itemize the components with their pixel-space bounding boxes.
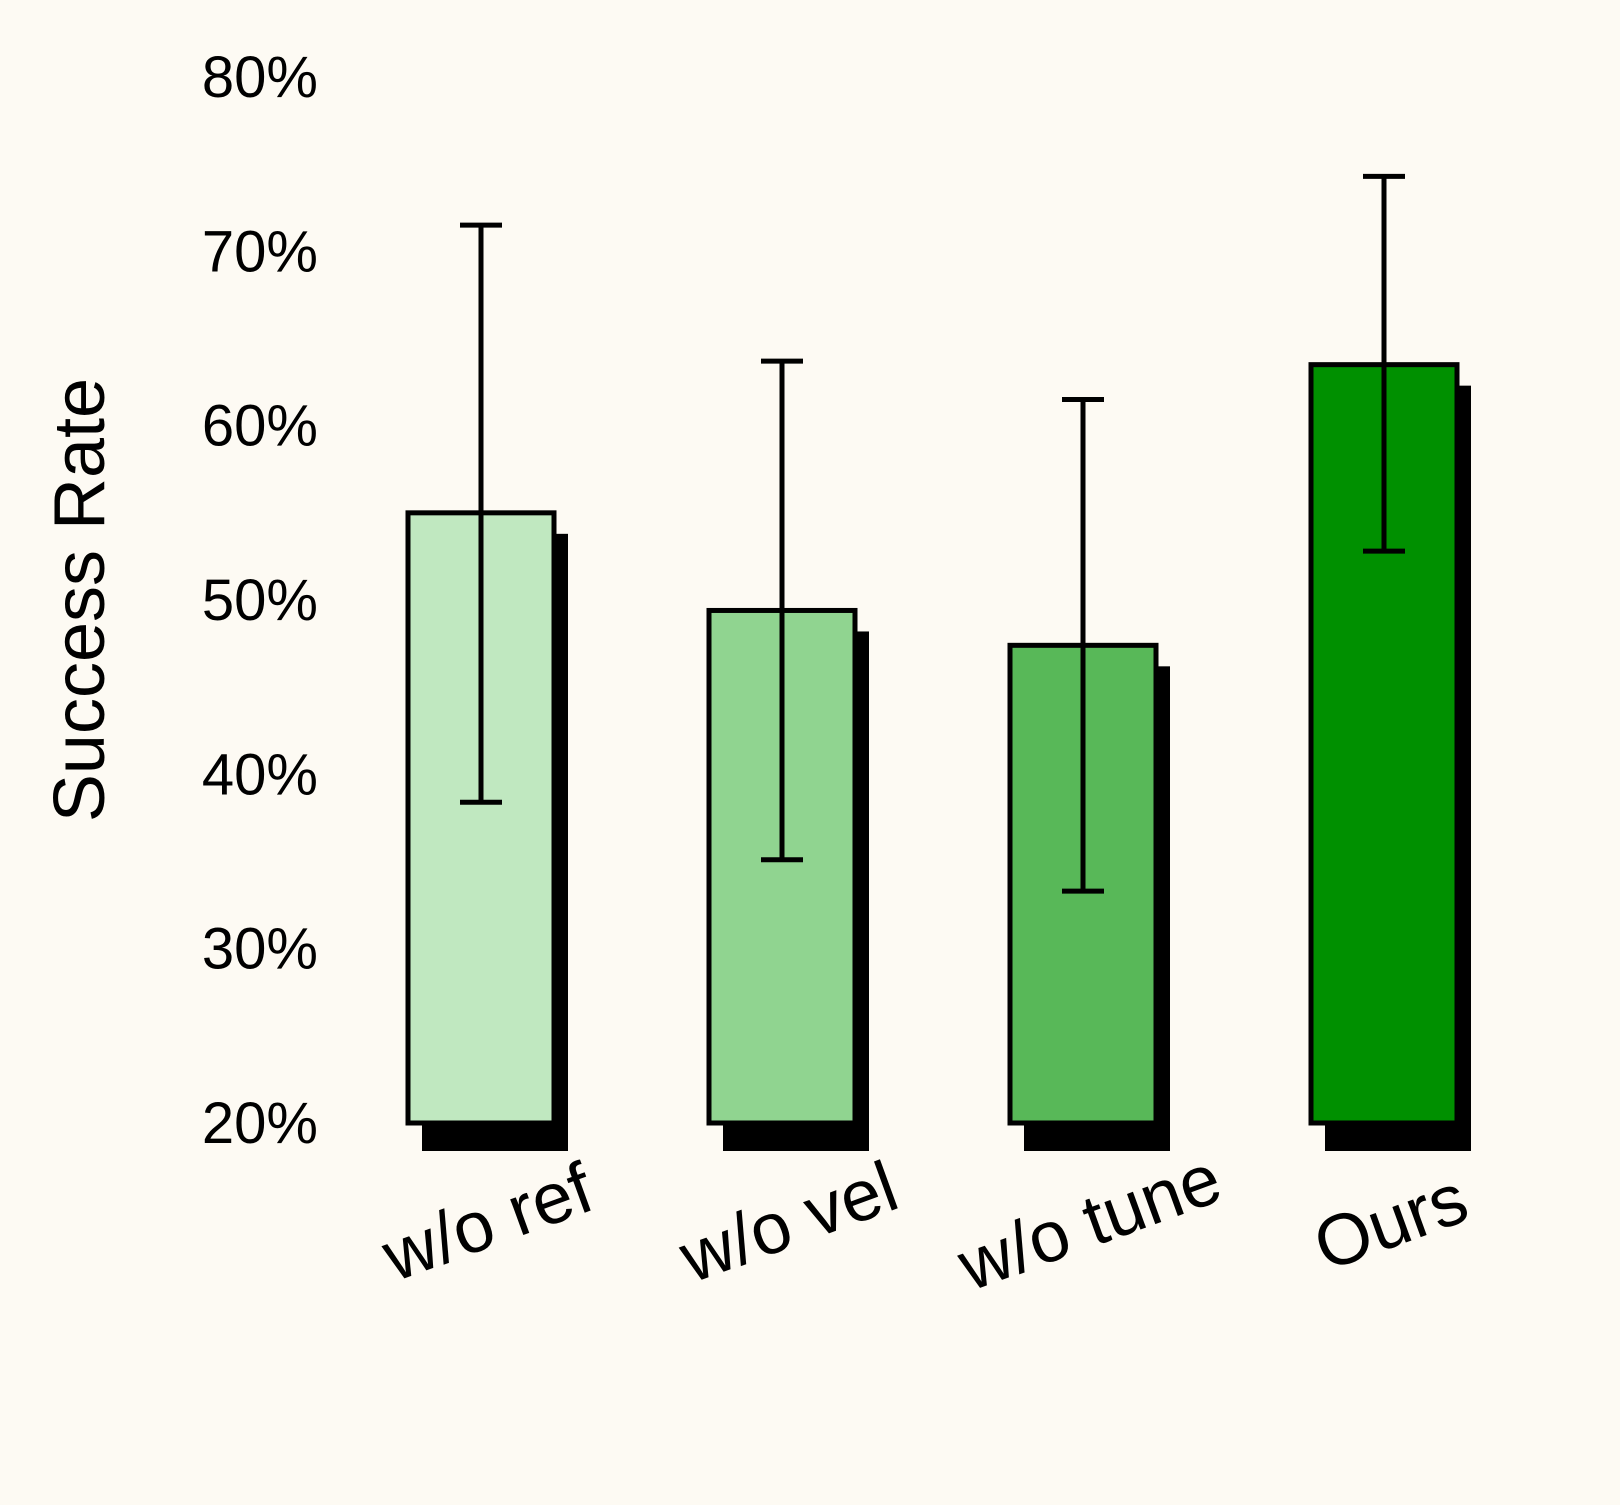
y-tick-label: 40% <box>202 742 318 807</box>
y-tick-label: 50% <box>202 568 318 633</box>
error-bar <box>1363 173 1405 554</box>
error-bar <box>1062 397 1104 894</box>
y-tick-label: 60% <box>202 394 318 459</box>
y-tick-label: 70% <box>202 219 318 284</box>
y-tick-label: 30% <box>202 917 318 982</box>
error-bar <box>460 222 502 805</box>
error-bar <box>761 358 803 863</box>
x-tick-label: w/o tune <box>947 1138 1231 1307</box>
x-tick-label: Ours <box>1304 1158 1478 1287</box>
y-tick-label: 20% <box>202 1091 318 1156</box>
y-tick-label: 80% <box>202 45 318 110</box>
x-tick-label: w/o ref <box>372 1148 604 1298</box>
x-tick-label: w/o vel <box>669 1147 908 1299</box>
y-axis-label: Success Rate <box>40 378 120 822</box>
